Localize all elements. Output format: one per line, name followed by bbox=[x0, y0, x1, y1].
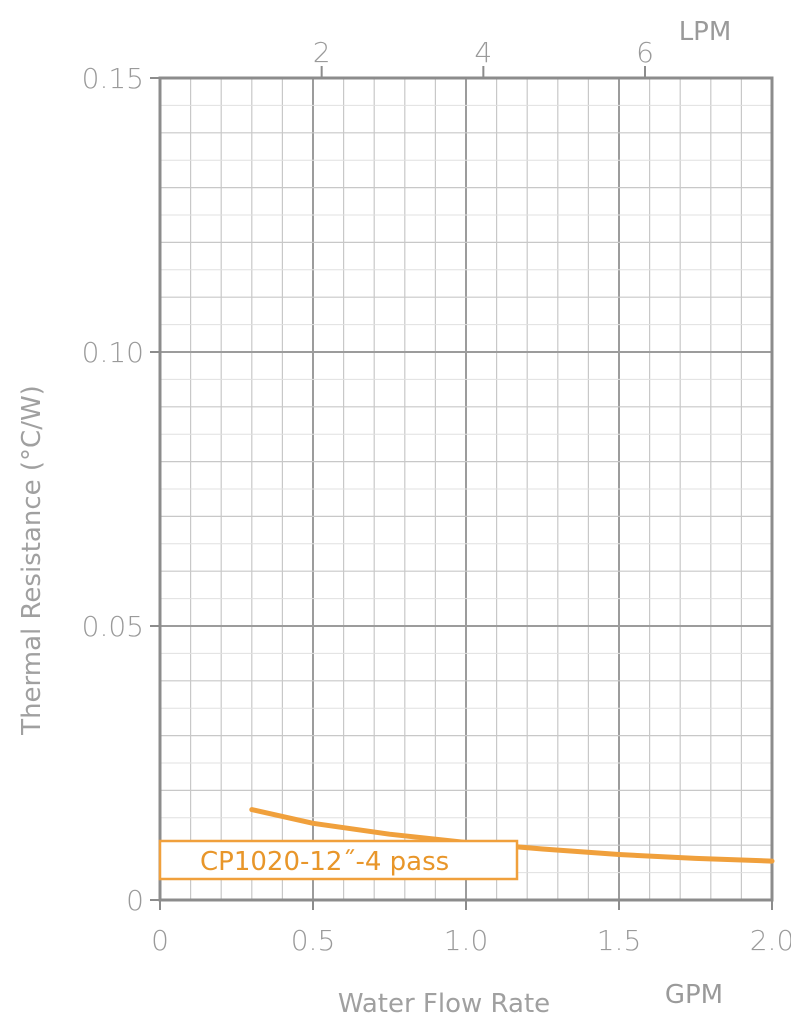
legend-label: CP1020-12˝-4 pass bbox=[200, 847, 449, 877]
tick-labels: 0 0.5 1.0 1.5 2.0 0 0.05 0.10 0.15 2 4 6 bbox=[82, 36, 791, 957]
y-tick-label: 0.15 bbox=[82, 62, 144, 95]
grid bbox=[160, 78, 772, 900]
top-tick-label: 2 bbox=[313, 36, 331, 69]
x-axis-title: Water Flow Rate bbox=[338, 989, 550, 1019]
y-tick-label: 0.05 bbox=[82, 610, 144, 643]
x-tick-label: 0.5 bbox=[291, 924, 336, 957]
top-axis-unit: LPM bbox=[679, 17, 732, 47]
y-axis-title: Thermal Resistance (°C/W) bbox=[17, 385, 47, 736]
top-tick-label: 4 bbox=[474, 36, 492, 69]
legend: CP1020-12˝-4 pass bbox=[158, 839, 519, 881]
x-axis-unit: GPM bbox=[665, 980, 723, 1010]
y-tick-label: 0 bbox=[126, 884, 144, 917]
x-tick-label: 1.5 bbox=[597, 924, 642, 957]
y-tick-label: 0.10 bbox=[82, 336, 144, 369]
x-tick-label: 2.0 bbox=[750, 924, 791, 957]
top-tick-label: 6 bbox=[636, 36, 654, 69]
x-tick-label: 0 bbox=[151, 924, 169, 957]
legend-box bbox=[158, 839, 519, 881]
x-tick-label: 1.0 bbox=[444, 924, 489, 957]
